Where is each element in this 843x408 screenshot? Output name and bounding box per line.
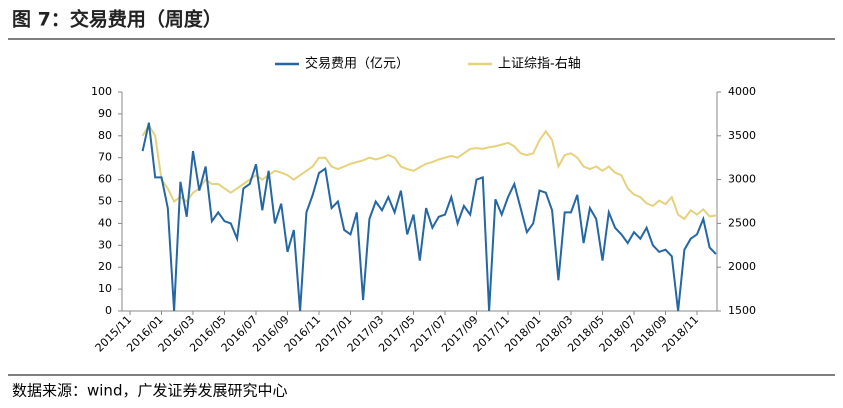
y2-tick-label: 3000: [728, 173, 756, 186]
series-line: [141, 123, 717, 221]
y-tick-label: 100: [91, 85, 112, 98]
legend-label: 交易费用（亿元）: [305, 56, 409, 72]
series-line: [141, 122, 717, 312]
y2-tick-label: 2500: [728, 216, 756, 229]
legend-label: 上证综指-右轴: [498, 57, 581, 72]
y-tick-label: 10: [98, 282, 112, 295]
source: 数据来源：wind，广发证券发展研究中心: [12, 382, 287, 400]
y-tick-label: 80: [98, 129, 112, 142]
y2-tick-label: 2000: [728, 260, 756, 273]
y2-tick-label: 4000: [728, 85, 756, 98]
y-tick-label: 40: [98, 216, 112, 229]
y2-tick-label: 1500: [728, 304, 756, 317]
y-tick-label: 50: [98, 195, 112, 208]
y-tick-label: 0: [105, 304, 112, 317]
y-tick-label: 90: [98, 107, 112, 120]
y-tick-label: 70: [98, 151, 112, 164]
chart-title: 图 7：交易费用（周度）: [12, 8, 222, 31]
y-tick-label: 20: [98, 260, 112, 273]
y-tick-label: 60: [98, 173, 112, 186]
y2-tick-label: 3500: [728, 129, 756, 142]
y-tick-label: 30: [98, 238, 112, 251]
